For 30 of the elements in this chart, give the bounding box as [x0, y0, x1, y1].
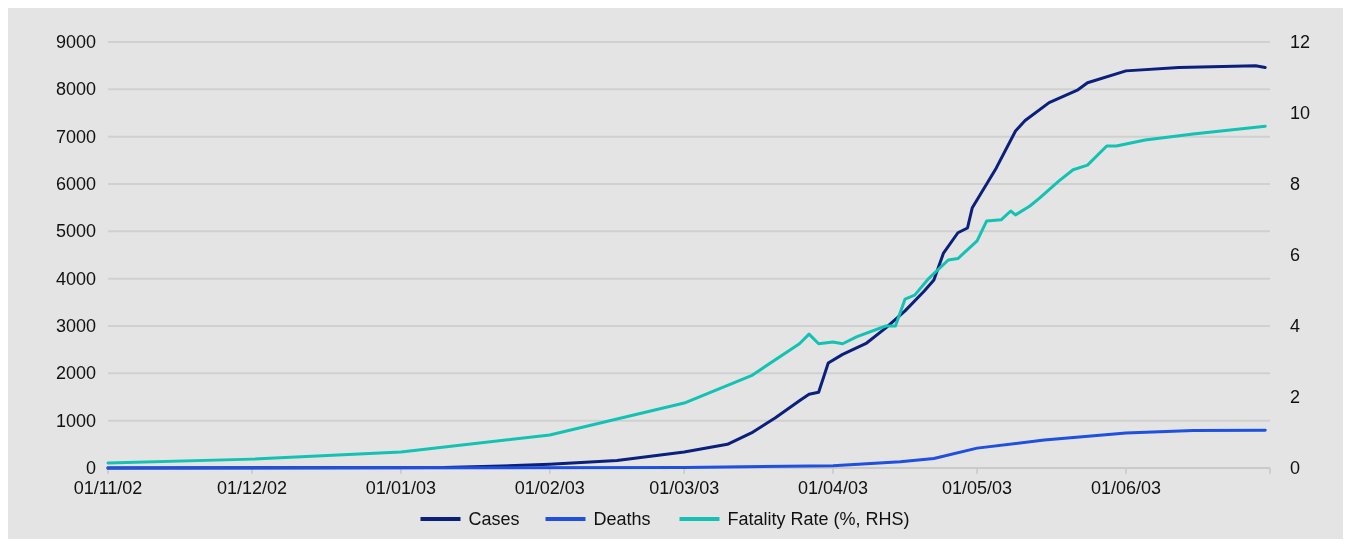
y2-tick-label: 2 [1290, 387, 1301, 407]
y2-tick-label: 12 [1290, 32, 1311, 52]
y2-tick-label: 10 [1290, 103, 1311, 123]
x-tick-label: 01/05/03 [942, 478, 1013, 498]
y2-tick-label: 8 [1290, 174, 1301, 194]
line-series [106, 428, 1267, 470]
x-tick-label: 01/02/03 [514, 478, 585, 498]
x-tick-label: 01/04/03 [798, 478, 869, 498]
y2-tick-label: 6 [1290, 245, 1301, 265]
y-tick-label: 7000 [55, 126, 96, 147]
y2-tick-label: 0 [1290, 458, 1301, 478]
y-tick-label: 3000 [55, 316, 96, 336]
y-tick-label: 5000 [55, 221, 96, 242]
y-tick-label: 9000 [55, 32, 96, 52]
y-tick-label: 4000 [55, 268, 96, 289]
x-tick-label: 01/06/03 [1090, 478, 1161, 498]
y2-tick-label: 4 [1290, 316, 1301, 336]
y-tick-label: 2000 [55, 363, 96, 384]
y-tick-label: 0 [85, 458, 96, 478]
x-tick-label: 01/01/03 [365, 478, 436, 498]
x-tick-label: 01/03/03 [649, 478, 720, 498]
x-tick-label: 01/12/02 [217, 478, 288, 498]
legend-label: Fatality Rate (%, RHS) [727, 509, 910, 529]
legend-label: Cases [468, 509, 520, 529]
x-tick-label: 01/11/02 [73, 478, 143, 498]
legend-label: Deaths [593, 509, 651, 529]
y-tick-label: 6000 [55, 174, 96, 194]
y-tick-label: 8000 [55, 79, 96, 100]
y-tick-label: 1000 [55, 410, 96, 431]
line-series [106, 124, 1267, 465]
